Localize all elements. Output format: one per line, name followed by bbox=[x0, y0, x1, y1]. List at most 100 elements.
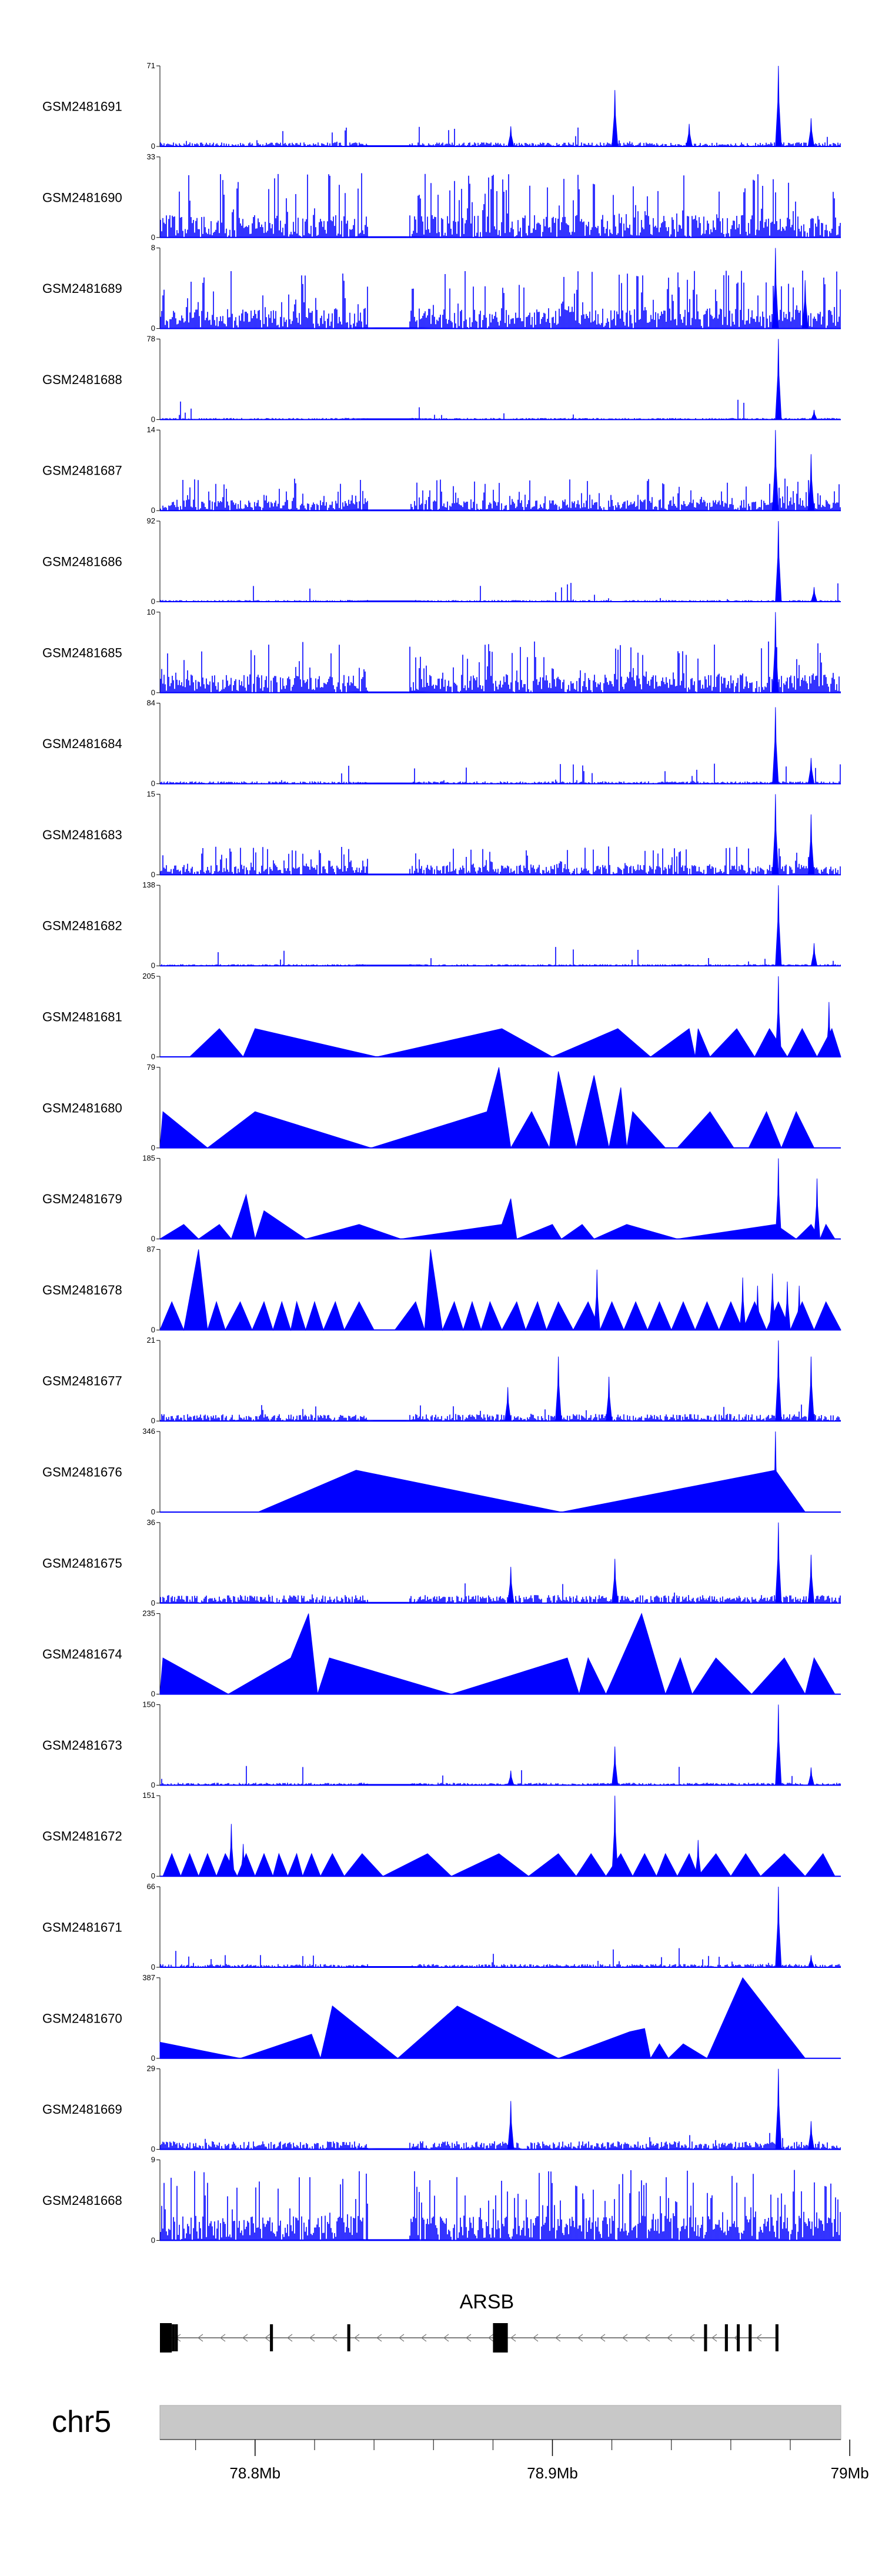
signal-bars bbox=[160, 399, 841, 420]
strand-chevron-icon bbox=[533, 2334, 539, 2342]
signal-peak-0 bbox=[775, 885, 782, 966]
strand-chevron-icon bbox=[689, 2334, 695, 2342]
track-GSM2481688: GSM2481688 78 0 bbox=[42, 334, 841, 423]
strand-chevron-icon bbox=[600, 2334, 606, 2342]
y-min-label: 0 bbox=[151, 1325, 155, 1334]
strand-chevron-icon bbox=[198, 2334, 203, 2342]
strand-chevron-icon bbox=[354, 2334, 360, 2342]
gap-interpolation bbox=[344, 1966, 433, 1967]
signal-peak-1 bbox=[240, 1844, 247, 1877]
signal-peak-0 bbox=[507, 126, 514, 147]
y-min-label: 0 bbox=[151, 1416, 155, 1425]
signal-peak-0 bbox=[507, 1567, 514, 1604]
track-GSM2481684: GSM2481684 84 0 bbox=[42, 699, 841, 788]
y-max-label: 79 bbox=[147, 1063, 155, 1072]
signal-peak-0 bbox=[775, 1158, 782, 1240]
signal-peak-4 bbox=[784, 1282, 791, 1330]
strand-chevron-icon bbox=[510, 2334, 516, 2342]
signal-bars bbox=[160, 583, 841, 602]
signal-bars bbox=[160, 2133, 841, 2150]
signal-peak-3 bbox=[769, 1273, 776, 1330]
track-GSM2481677: GSM2481677 21 0 bbox=[42, 1336, 841, 1425]
signal-peak-0 bbox=[772, 707, 779, 785]
y-max-label: 36 bbox=[147, 1518, 155, 1527]
track-label: GSM2481670 bbox=[42, 2011, 122, 2026]
y-min-label: 0 bbox=[151, 1143, 155, 1152]
y-min-label: 0 bbox=[151, 597, 155, 606]
y-max-label: 185 bbox=[142, 1154, 155, 1163]
track-label: GSM2481690 bbox=[42, 190, 122, 205]
track-GSM2481673: GSM2481673 150 0 bbox=[42, 1700, 841, 1789]
signal-peak-1 bbox=[813, 1178, 821, 1240]
signal-area bbox=[159, 1249, 841, 1332]
gene-exon bbox=[347, 2324, 350, 2351]
track-label: GSM2481682 bbox=[42, 919, 122, 933]
y-min-label: 0 bbox=[151, 415, 155, 423]
signal-bars bbox=[161, 947, 841, 966]
strand-chevron-icon bbox=[332, 2334, 338, 2342]
track-label: GSM2481668 bbox=[42, 2193, 122, 2208]
gap-interpolation bbox=[344, 509, 433, 511]
track-label: GSM2481683 bbox=[42, 827, 122, 842]
track-label: GSM2481686 bbox=[42, 555, 122, 569]
signal-area bbox=[159, 1067, 815, 1149]
strand-chevron-icon bbox=[711, 2334, 717, 2342]
gene-exon bbox=[724, 2324, 728, 2351]
track-label: GSM2481674 bbox=[42, 1647, 122, 1661]
signal-peak-1 bbox=[775, 2068, 782, 2150]
signal-peak-3 bbox=[807, 1767, 815, 1786]
gene-exon bbox=[737, 2324, 740, 2351]
signal-peak-4 bbox=[807, 1356, 814, 1422]
y-min-label: 0 bbox=[151, 1052, 155, 1061]
signal-bars bbox=[160, 126, 841, 146]
track-GSM2481672: GSM2481672 151 0 bbox=[42, 1791, 841, 1880]
strand-chevron-icon bbox=[220, 2334, 226, 2342]
gene-exon bbox=[493, 2323, 502, 2353]
y-min-label: 0 bbox=[151, 1963, 155, 1971]
strand-chevron-icon bbox=[287, 2334, 293, 2342]
signal-peak-1 bbox=[807, 1955, 815, 1968]
gap-interpolation bbox=[344, 236, 433, 238]
gap-interpolation bbox=[344, 1601, 433, 1603]
track-GSM2481680: GSM2481680 79 0 bbox=[42, 1063, 841, 1152]
y-min-label: 0 bbox=[151, 142, 155, 151]
track-GSM2481675: GSM2481675 36 0 bbox=[42, 1518, 841, 1607]
y-max-label: 66 bbox=[147, 1882, 155, 1891]
track-GSM2481674: GSM2481674 235 0 bbox=[42, 1609, 841, 1699]
signal-bars bbox=[160, 763, 841, 784]
track-label: GSM2481688 bbox=[42, 372, 122, 387]
strand-chevron-icon bbox=[376, 2334, 382, 2342]
signal-peak-1 bbox=[807, 814, 814, 875]
y-min-label: 0 bbox=[151, 688, 155, 697]
gene-exon bbox=[775, 2324, 779, 2351]
major-tick-label: 79Mb bbox=[831, 2464, 869, 2482]
y-max-label: 138 bbox=[142, 880, 155, 889]
gap-interpolation bbox=[344, 965, 433, 966]
signal-peak-5 bbox=[796, 1286, 803, 1330]
signal-peak-0 bbox=[772, 1431, 779, 1513]
track-GSM2481676: GSM2481676 346 0 bbox=[42, 1427, 841, 1516]
gap-interpolation bbox=[344, 2239, 433, 2241]
y-min-label: 0 bbox=[151, 1507, 155, 1516]
signal-area bbox=[159, 1977, 806, 2060]
strand-chevron-icon bbox=[265, 2334, 270, 2342]
signal-area bbox=[258, 1470, 806, 1513]
signal-bars bbox=[160, 641, 841, 693]
y-min-label: 0 bbox=[151, 233, 155, 242]
signal-area bbox=[162, 1853, 836, 1877]
track-label: GSM2481687 bbox=[42, 463, 122, 478]
signal-peak-0 bbox=[772, 248, 779, 329]
gene-exon bbox=[172, 2324, 175, 2351]
track-label: GSM2481673 bbox=[42, 1738, 122, 1753]
track-GSM2481678: GSM2481678 87 0 bbox=[42, 1244, 841, 1334]
track-GSM2481669: GSM2481669 29 0 bbox=[42, 2064, 841, 2154]
strand-chevron-icon bbox=[488, 2334, 494, 2342]
strand-chevron-icon bbox=[667, 2334, 673, 2342]
signal-peak-1 bbox=[555, 1356, 562, 1422]
signal-peak-0 bbox=[775, 976, 782, 1057]
gap-interpolation bbox=[344, 1784, 433, 1786]
strand-chevron-icon bbox=[242, 2334, 248, 2342]
signal-peak-0 bbox=[772, 612, 779, 693]
track-label: GSM2481672 bbox=[42, 1829, 122, 1844]
